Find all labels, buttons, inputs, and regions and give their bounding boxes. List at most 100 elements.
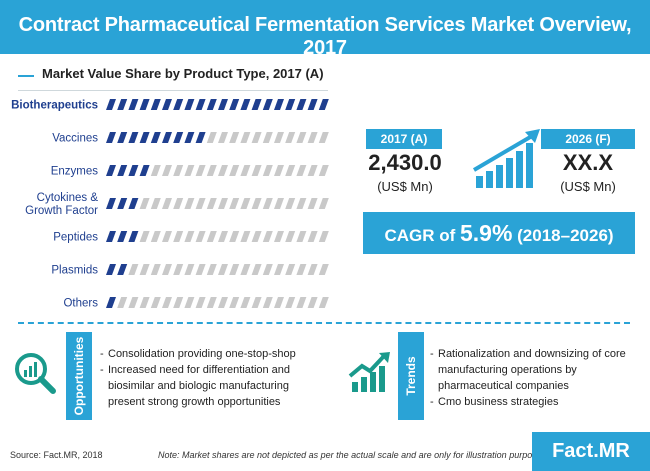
bar-stripe-empty xyxy=(150,231,161,242)
kpi-2017-value: 2,430.0 xyxy=(368,150,442,175)
bar-stripe-empty xyxy=(195,297,206,308)
bar-stripe-empty xyxy=(307,297,318,308)
chart-title: Market Value Share by Product Type, 2017… xyxy=(34,66,332,81)
bar-stripe-empty xyxy=(150,165,161,176)
magnifier-chart-icon xyxy=(15,353,56,394)
bar-stripe-filled xyxy=(117,165,128,176)
bar-stripe-filled xyxy=(218,99,228,110)
category-label: Plasmids xyxy=(51,265,98,277)
bar-stripe-filled xyxy=(162,99,172,110)
chart-title-block: Market Value Share by Product Type, 2017… xyxy=(18,62,332,90)
bar-stripe-empty xyxy=(296,165,307,176)
bar-stripe-empty xyxy=(318,132,329,143)
bar-stripe-filled xyxy=(117,99,128,110)
bar-stripe-empty xyxy=(318,297,329,308)
footer-source: Source: Fact.MR, 2018 xyxy=(10,450,103,460)
bar-stripe-filled xyxy=(106,165,116,176)
bar-stripe-empty xyxy=(139,264,150,275)
page-title: Contract Pharmaceutical Fermentation Ser… xyxy=(18,14,632,59)
bar-stripe-empty xyxy=(229,198,240,209)
bar-stripe-empty xyxy=(296,297,307,308)
kpi-2017-badge: 2017 (A) xyxy=(366,129,442,149)
bar-stripe-filled xyxy=(117,132,128,143)
bar xyxy=(106,264,329,275)
bar-stripe-filled xyxy=(128,132,139,143)
category-label: Others xyxy=(63,298,98,310)
bar-stripe-empty xyxy=(285,264,296,275)
bar-stripe-empty xyxy=(262,264,273,275)
bar-stripe-empty xyxy=(274,231,284,242)
bar-stripe-empty xyxy=(229,264,240,275)
product-share-bar-chart: Biotherapeutics Vaccines Enzymes Cytokines … xyxy=(11,99,329,310)
bar-stripe-empty xyxy=(285,132,296,143)
chart-title-underline xyxy=(18,90,328,91)
bar-stripe-filled xyxy=(106,264,116,275)
bar-stripe-empty xyxy=(218,165,228,176)
bar-stripe-filled xyxy=(206,99,217,110)
bar xyxy=(106,165,329,176)
bar-stripe-empty xyxy=(262,165,273,176)
bar xyxy=(106,132,329,143)
bar-stripe-empty xyxy=(262,231,273,242)
bar-stripe-empty xyxy=(218,132,228,143)
bar-stripe-empty xyxy=(251,198,262,209)
trends-tab: Trends xyxy=(398,332,424,420)
bar-stripe-empty xyxy=(285,165,296,176)
bar-stripe-filled xyxy=(150,132,161,143)
bar xyxy=(106,99,329,110)
bar-stripe-empty xyxy=(240,198,251,209)
opportunities-bullet: Consolidation providing one-stop-shop xyxy=(100,346,310,362)
category-label: Peptides xyxy=(53,232,98,244)
bar-stripe-empty xyxy=(318,198,329,209)
bar-stripe-empty xyxy=(184,264,195,275)
bar-stripe-empty xyxy=(229,165,240,176)
bar-stripe-empty xyxy=(285,297,296,308)
bar-stripe-empty xyxy=(240,165,251,176)
bar-stripe-filled xyxy=(117,198,128,209)
bar-stripe-empty xyxy=(139,231,150,242)
bar-stripe-empty xyxy=(307,231,318,242)
kpi-2017-unit: (US$ Mn) xyxy=(377,179,433,194)
bar-stripe-empty xyxy=(162,264,172,275)
section-divider xyxy=(18,322,630,324)
bar-stripe-empty xyxy=(251,264,262,275)
footer-note: Note: Market shares are not depicted as … xyxy=(158,450,549,460)
bar-stripe-empty xyxy=(240,297,251,308)
bar-stripe-empty xyxy=(229,231,240,242)
bar-stripe-empty xyxy=(162,231,172,242)
bar xyxy=(106,297,329,308)
header-banner: Contract Pharmaceutical Fermentation Ser… xyxy=(0,0,650,59)
bar-stripe-filled xyxy=(251,99,262,110)
bar-stripe-empty xyxy=(206,297,217,308)
bar-stripe-empty xyxy=(262,132,273,143)
growth-bar-chart-icon xyxy=(472,129,540,188)
bar-stripe-empty xyxy=(240,132,251,143)
bar-stripe-empty xyxy=(206,198,217,209)
bar-stripe-empty xyxy=(307,132,318,143)
bar-stripe-empty xyxy=(307,264,318,275)
bar-stripe-empty xyxy=(195,264,206,275)
bar-stripe-empty xyxy=(139,297,150,308)
bar-stripe-empty xyxy=(296,198,307,209)
bar-stripe-empty xyxy=(162,198,172,209)
bar-stripe-filled xyxy=(106,198,116,209)
bar-stripe-empty xyxy=(262,198,273,209)
bar-stripe-empty xyxy=(206,165,217,176)
bar-stripe-filled xyxy=(139,99,150,110)
bar-stripe-empty xyxy=(296,132,307,143)
bar-stripe-filled xyxy=(318,99,329,110)
bar-stripe-empty xyxy=(162,165,172,176)
bar-stripe-filled xyxy=(173,132,184,143)
bar-stripe-empty xyxy=(285,231,296,242)
bar-stripe-empty xyxy=(251,231,262,242)
bar-stripe-empty xyxy=(139,198,150,209)
trends-label: Trends xyxy=(404,356,418,396)
bar-stripe-empty xyxy=(251,297,262,308)
bar-stripe-filled xyxy=(240,99,251,110)
bar-stripe-filled xyxy=(195,132,206,143)
bar xyxy=(106,231,329,242)
bar-stripe-filled xyxy=(184,132,195,143)
bar-stripe-empty xyxy=(206,264,217,275)
bar-stripe-filled xyxy=(296,99,307,110)
bar-stripe-filled xyxy=(139,132,150,143)
